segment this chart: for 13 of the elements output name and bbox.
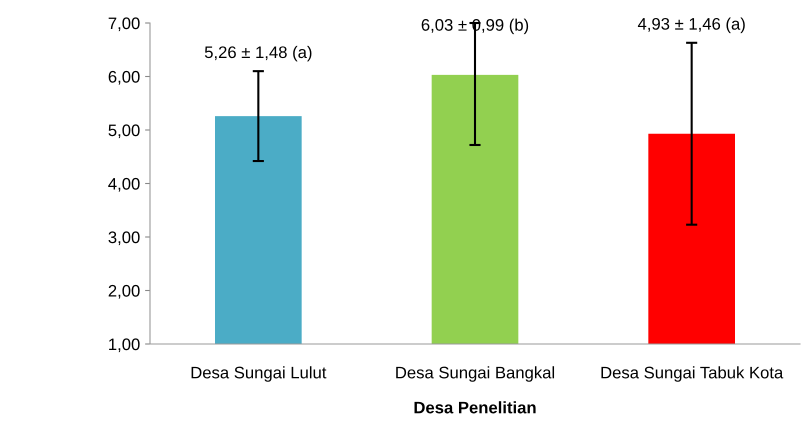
y-tick-label: 6,00 [108,70,140,85]
annotation: 4,93 ± 1,46 (a) [638,18,745,34]
y-tick-label: 2,00 [108,284,140,299]
y-tick-label: 7,00 [108,17,140,32]
x-tick-label: Desa Sungai Lulut [192,366,326,382]
y-tick-label: 3,00 [108,231,140,246]
x-tick-label: Desa Sungai Tabuk Kota [601,366,784,382]
x-axis-title: Desa Penelitian [414,401,536,414]
y-tick-label: 4,00 [108,178,140,192]
x-tick-label: Desa Sungai Bangkal [396,366,554,382]
y-tick-label: 5,00 [108,124,140,138]
y-tick-label: 1,00 [109,338,140,352]
annotation: 5,26 ± 1,48 (a) [204,46,312,62]
